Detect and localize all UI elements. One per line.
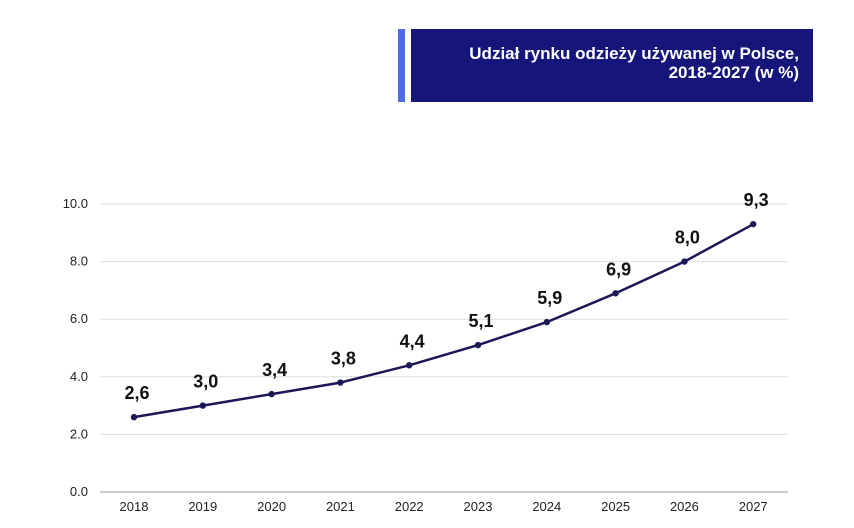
y-tick-label: 6.0 — [70, 311, 88, 326]
data-point — [406, 362, 413, 369]
x-tick-label: 2019 — [188, 499, 217, 514]
x-axis-ticks: 2018 2019 2020 2021 2022 2023 2024 2025 2026 2027 — [120, 499, 768, 514]
x-tick-label: 2023 — [464, 499, 493, 514]
series-line — [132, 222, 755, 419]
y-axis-ticks: 0.0 2.0 4.0 6.0 8.0 10.0 — [63, 196, 88, 499]
data-point — [130, 413, 138, 421]
data-label: 2,6 — [124, 383, 149, 403]
x-tick-label: 2027 — [739, 499, 768, 514]
data-label: 8,0 — [675, 228, 700, 248]
data-label: 9,3 — [744, 190, 769, 210]
x-tick-label: 2024 — [532, 499, 561, 514]
chart-title: Udział rynku odzieży używanej w Polsce, … — [411, 29, 813, 102]
data-point — [268, 390, 275, 398]
data-point — [750, 220, 757, 228]
data-point — [681, 258, 688, 265]
data-label: 3,4 — [262, 360, 287, 380]
data-label: 3,8 — [331, 349, 356, 369]
y-tick-label: 10.0 — [63, 196, 88, 211]
series-line-group — [130, 220, 757, 421]
x-tick-label: 2026 — [670, 499, 699, 514]
x-tick-label: 2018 — [120, 499, 149, 514]
data-point — [337, 379, 344, 386]
x-tick-label: 2021 — [326, 499, 355, 514]
data-label: 3,0 — [193, 372, 218, 392]
data-label: 5,9 — [537, 288, 562, 308]
data-point — [543, 318, 550, 326]
data-point — [474, 341, 482, 349]
data-labels: 2,6 3,0 3,4 3,8 4,4 5,1 5,9 6,9 8,0 9,3 — [124, 190, 768, 403]
x-tick-label: 2022 — [395, 499, 424, 514]
y-tick-label: 4.0 — [70, 369, 88, 384]
y-tick-label: 0.0 — [70, 484, 88, 499]
data-point — [612, 290, 619, 297]
gridlines — [100, 203, 788, 493]
x-tick-label: 2020 — [257, 499, 286, 514]
y-tick-label: 8.0 — [70, 254, 88, 269]
chart-title-text: Udział rynku odzieży używanej w Polsce, … — [469, 44, 799, 82]
data-point — [199, 402, 206, 409]
x-tick-label: 2025 — [601, 499, 630, 514]
title-accent-bar — [398, 29, 405, 102]
y-tick-label: 2.0 — [70, 426, 88, 441]
data-label: 5,1 — [468, 311, 493, 331]
data-label: 6,9 — [606, 259, 631, 279]
data-label: 4,4 — [400, 331, 425, 351]
